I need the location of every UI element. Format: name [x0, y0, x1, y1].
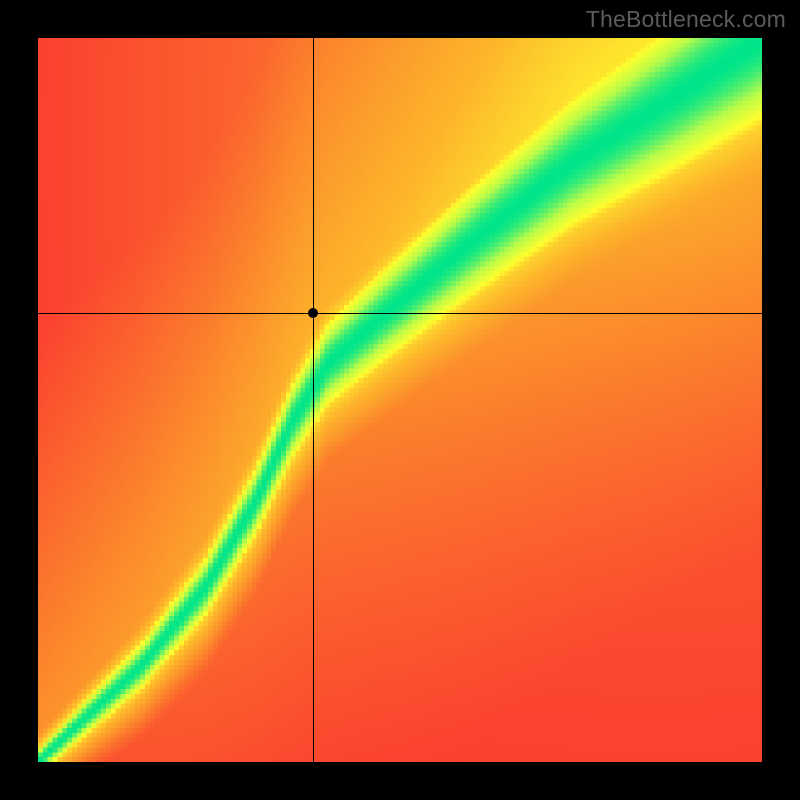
- plot-area: [38, 38, 762, 762]
- crosshair-horizontal: [38, 313, 762, 314]
- crosshair-vertical: [313, 38, 314, 762]
- heatmap-canvas: [38, 38, 762, 762]
- chart-container: TheBottleneck.com: [0, 0, 800, 800]
- watermark-label: TheBottleneck.com: [586, 6, 786, 33]
